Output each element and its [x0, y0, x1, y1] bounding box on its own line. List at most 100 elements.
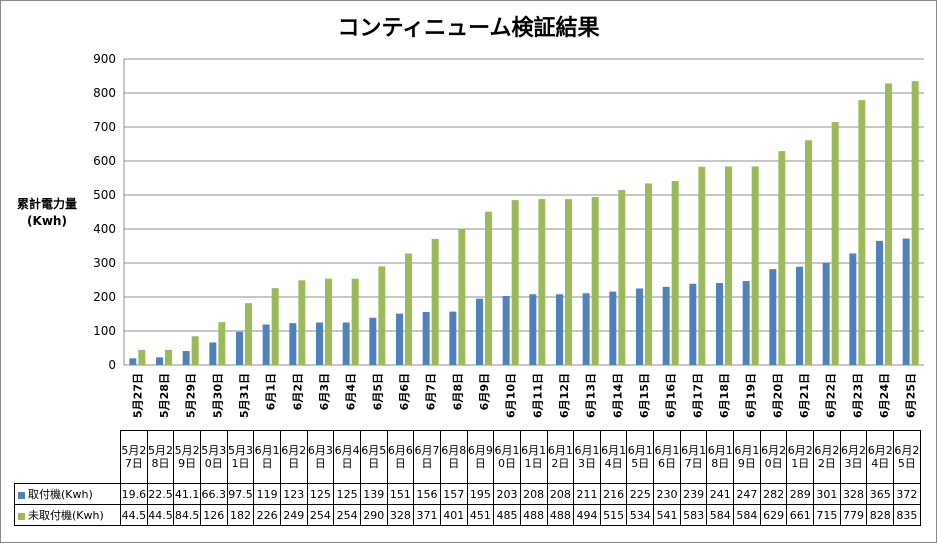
table-cell: 203 — [493, 483, 521, 505]
x-tick-label: 5月27日 — [131, 373, 144, 418]
table-cell: 534 — [626, 504, 655, 526]
table-cell: 139 — [359, 483, 388, 505]
table-header-cell: 5月29日 — [173, 430, 201, 484]
x-tick-label: 5月31日 — [238, 373, 251, 418]
table-corner — [14, 430, 121, 484]
bar-installed — [476, 298, 483, 365]
bar-installed — [262, 324, 270, 365]
y-tick-label: 400 — [93, 222, 116, 236]
bar-not-installed — [805, 140, 812, 365]
x-tick-label: 6月16日 — [665, 373, 678, 418]
table-header-cell: 6月9日 — [466, 430, 495, 484]
x-tick-label: 6月7日 — [425, 373, 438, 410]
table-cell: 301 — [813, 483, 841, 505]
bar-not-installed — [698, 166, 706, 365]
bar-not-installed — [591, 197, 599, 365]
x-tick-label: 6月21日 — [798, 373, 811, 418]
bar-not-installed — [245, 303, 252, 365]
y-tick-label: 0 — [108, 358, 116, 372]
table-header-cell: 6月11日 — [519, 430, 548, 484]
bar-installed — [609, 291, 617, 365]
table-cell: 216 — [599, 483, 628, 505]
table-cell: 241 — [706, 483, 735, 505]
y-tick-label: 300 — [93, 256, 116, 270]
bar-not-installed — [885, 83, 892, 365]
bar-not-installed — [351, 278, 359, 365]
bar-installed — [342, 322, 350, 365]
x-tick-label: 6月24日 — [878, 373, 891, 418]
table-header-cell: 5月28日 — [146, 430, 175, 484]
bar-not-installed — [431, 238, 439, 365]
table-cell: 230 — [653, 483, 681, 505]
bar-installed — [662, 286, 670, 365]
table-cell: 779 — [839, 504, 868, 526]
table-header-cell: 6月16日 — [653, 430, 681, 484]
bar-not-installed — [538, 199, 546, 365]
table-cell: 488 — [546, 504, 575, 526]
x-tick-label: 6月3日 — [318, 373, 331, 410]
bar-not-installed — [858, 100, 866, 365]
x-tick-label: 6月12日 — [558, 373, 571, 418]
table-cell: 372 — [893, 483, 921, 505]
table-cell: 365 — [866, 483, 895, 505]
bar-not-installed — [485, 211, 492, 365]
x-tick-label: 6月8日 — [451, 373, 464, 410]
bar-not-installed — [191, 336, 199, 365]
bar-installed — [796, 266, 803, 365]
table-cell: 584 — [706, 504, 735, 526]
table-cell: 195 — [466, 483, 495, 505]
table-header-cell: 6月13日 — [573, 430, 601, 484]
bar-installed — [582, 293, 590, 365]
table-cell: 123 — [279, 483, 308, 505]
bar-installed — [716, 283, 723, 365]
bar-installed — [742, 281, 750, 365]
table-cell: 247 — [733, 483, 761, 505]
table-cell: 254 — [306, 504, 335, 526]
legend-label: 取付機(Kwh) — [28, 488, 93, 501]
table-header-cell: 6月17日 — [679, 430, 708, 484]
table-cell: 239 — [679, 483, 708, 505]
legend-entry: 取付機(Kwh) — [14, 483, 121, 505]
table-header-cell: 6月1日 — [253, 430, 281, 484]
table-header-cell: 6月18日 — [706, 430, 735, 484]
table-cell: 282 — [759, 483, 788, 505]
table-header-cell: 6月6日 — [386, 430, 415, 484]
table-header-cell: 6月15日 — [626, 430, 655, 484]
table-header-cell: 6月12日 — [546, 430, 575, 484]
table-cell: 451 — [466, 504, 495, 526]
bar-installed — [316, 322, 323, 365]
data-table: 5月27日 5月28日 5月29日 5月30日 5月31日 6月1日 6月2日 6月3日 6月4… — [14, 430, 921, 526]
table-header-cell: 6月7日 — [413, 430, 441, 484]
table-header-cell: 5月31日 — [226, 430, 255, 484]
table-cell: 126 — [199, 504, 228, 526]
bar-not-installed — [325, 278, 332, 365]
x-tick-label: 6月4日 — [345, 373, 358, 410]
table-cell: 125 — [333, 483, 361, 505]
chart-title: コンティニューム検証結果 — [337, 16, 600, 41]
table-cell: 182 — [226, 504, 255, 526]
table-cell: 249 — [279, 504, 308, 526]
y-axis-label: 累計電力量 (Kwh) — [16, 197, 77, 228]
legend-key — [18, 491, 25, 499]
table-header-cell: 6月2日 — [279, 430, 308, 484]
x-tick-label: 5月30日 — [211, 373, 224, 418]
bar-not-installed — [458, 228, 466, 365]
bar-not-installed — [138, 349, 146, 365]
x-tick-label: 6月22日 — [825, 373, 838, 418]
bar-not-installed — [271, 288, 279, 365]
bar-installed — [396, 313, 403, 365]
table-cell: 157 — [439, 483, 468, 505]
table-cell: 19.6 — [120, 483, 148, 505]
y-tick-label: 500 — [93, 188, 116, 202]
bar-installed — [556, 294, 563, 365]
bar-not-installed — [165, 349, 172, 365]
table-cell: 84.5 — [173, 504, 201, 526]
table-cell: 254 — [333, 504, 361, 526]
x-tick-label: 6月13日 — [585, 373, 598, 418]
table-cell: 208 — [519, 483, 548, 505]
table-header-cell: 5月27日 — [120, 430, 148, 484]
x-tick-label: 6月11日 — [531, 373, 544, 418]
table-cell: 328 — [839, 483, 868, 505]
table-header-cell: 5月30日 — [199, 430, 228, 484]
legend-key — [18, 512, 25, 520]
